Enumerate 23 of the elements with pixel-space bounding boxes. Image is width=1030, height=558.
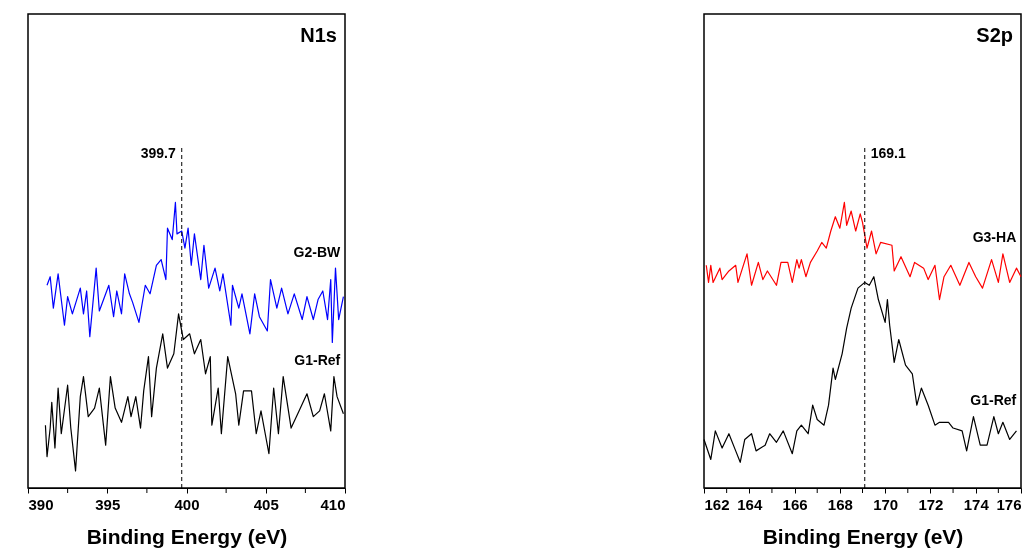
ref-line-label: 399.7 — [140, 145, 176, 162]
x-tick-label: 390 — [28, 495, 54, 513]
x-tick-label: 164 — [737, 495, 763, 513]
series-label: G2-BW — [293, 243, 342, 260]
x-tick-label: 168 — [827, 495, 853, 513]
x-axis-title: Binding Energy (eV) — [762, 524, 964, 548]
x-tick-label: 172 — [918, 495, 944, 513]
x-tick-label: 166 — [782, 495, 808, 513]
chart-title: N1s — [300, 24, 337, 46]
x-axis-title: Binding Energy (eV) — [86, 524, 288, 548]
x-tick-label: 162 — [704, 495, 730, 513]
ref-line-label: 169.1 — [870, 145, 907, 162]
x-tick-label: 395 — [95, 495, 121, 513]
series-label: G3-HA — [972, 229, 1017, 246]
x-tick-label: 170 — [873, 495, 899, 513]
series-label: G1-Ref — [294, 352, 341, 369]
x-tick-label: 410 — [320, 495, 346, 513]
x-tick-label: 176 — [996, 495, 1022, 513]
chart-title: S2p — [976, 24, 1013, 46]
x-tick-label: 174 — [963, 495, 990, 513]
x-tick-label: 405 — [253, 495, 279, 513]
series-label: G1-Ref — [970, 392, 1017, 409]
x-tick-label: 400 — [174, 495, 200, 513]
